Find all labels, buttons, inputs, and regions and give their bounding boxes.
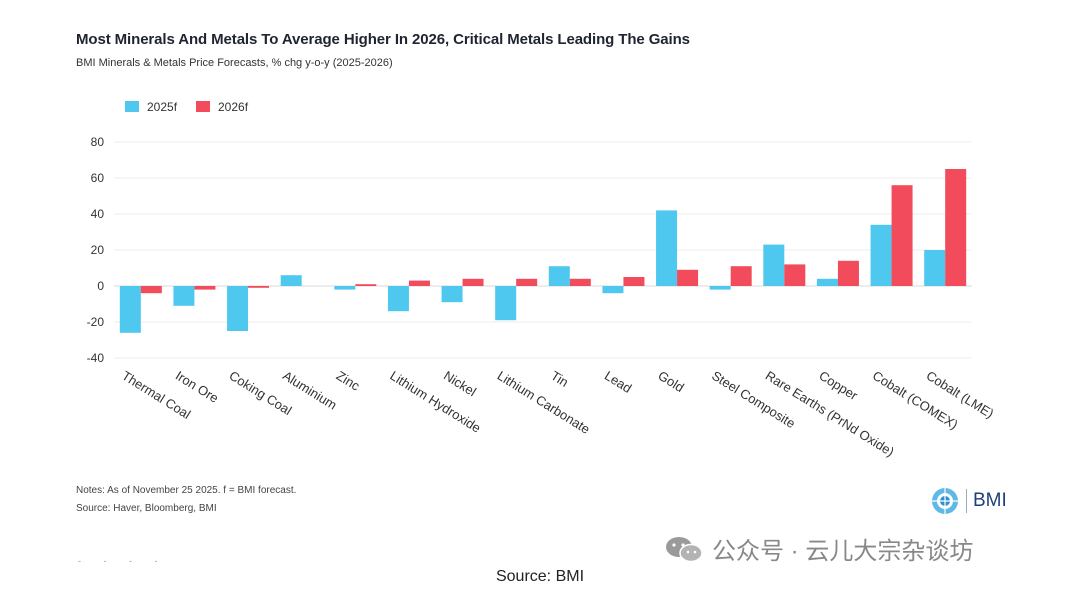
x-tick-label: Zinc [334,368,363,394]
wechat-icon [666,536,703,562]
chart-title: Most Minerals And Metals To Average High… [76,31,690,48]
bar-2026f-0 [140,286,162,294]
legend-label-2026f: 2026f [218,100,249,114]
y-tick-label: 20 [91,243,105,257]
bar-2025f-9 [602,286,624,294]
bar-2026f-4 [355,284,377,286]
decorative-dashes: - - - - [78,556,168,566]
legend-swatch-2026f [196,101,210,112]
bar-2025f-5 [387,286,409,312]
bar-2026f-7 [516,278,538,286]
bar-2026f-12 [784,264,806,286]
x-tick-label: Copper [816,368,861,404]
y-tick-label: -20 [87,315,105,329]
bar-2026f-8 [569,278,591,286]
bar-2026f-14 [891,185,913,286]
chart-notes: Notes: As of November 25 2025. f = BMI f… [76,485,297,496]
bar-2025f-10 [656,210,678,286]
chart-card: Most Minerals And Metals To Average High… [76,31,1020,566]
bar-2026f-10 [677,269,699,286]
bar-2026f-9 [623,277,645,286]
bar-2025f-6 [441,286,463,303]
x-tick-label: Lithium Hydroxide [387,368,483,436]
x-tick-label: Gold [655,368,686,395]
bar-2025f-0 [119,286,141,333]
bar-2025f-2 [227,286,249,331]
x-tick-label: Lead [602,368,634,396]
bar-2026f-5 [408,280,430,286]
y-tick-label: 60 [91,171,105,185]
bar-2025f-13 [816,278,838,286]
bar-2025f-12 [763,244,785,286]
y-tick-label: 40 [91,207,105,221]
bar-2025f-7 [495,286,517,321]
bar-2025f-1 [173,286,195,306]
y-tick-label: -40 [87,351,105,365]
bar-2025f-3 [280,275,302,286]
bar-2025f-8 [548,266,570,286]
bar-2026f-11 [730,266,752,286]
x-tick-label: Tin [548,368,571,390]
bar-2025f-14 [870,224,892,286]
bar-2025f-11 [709,286,731,290]
bar-2025f-4 [334,286,356,290]
watermark: 公众号 · 云儿大宗杂谈坊 [664,531,973,566]
bar-2026f-2 [248,286,270,288]
watermark-text: 公众号 · 云儿大宗杂谈坊 [712,538,974,565]
bar-2026f-15 [945,169,967,286]
y-tick-label: 80 [91,135,105,149]
bar-2026f-13 [837,260,859,286]
logo-text: BMI [973,490,1007,511]
chart-source: Source: Haver, Bloomberg, BMI [76,503,217,514]
logo-divider [966,489,967,513]
bar-2026f-1 [194,286,216,290]
x-tick-label: Nickel [441,368,479,400]
legend-swatch-2025f [125,101,139,112]
y-tick-label: 0 [97,279,104,293]
globe-icon [932,488,958,514]
caption: Source: BMI [495,568,585,585]
bmi-logo: BMI [930,486,1020,516]
chart-subtitle: BMI Minerals & Metals Price Forecasts, %… [76,57,393,69]
legend-label-2025f: 2025f [147,100,178,114]
bar-2025f-15 [924,250,946,286]
x-tick-label: Lithium Carbonate [495,368,593,437]
bar-2026f-6 [462,278,484,286]
